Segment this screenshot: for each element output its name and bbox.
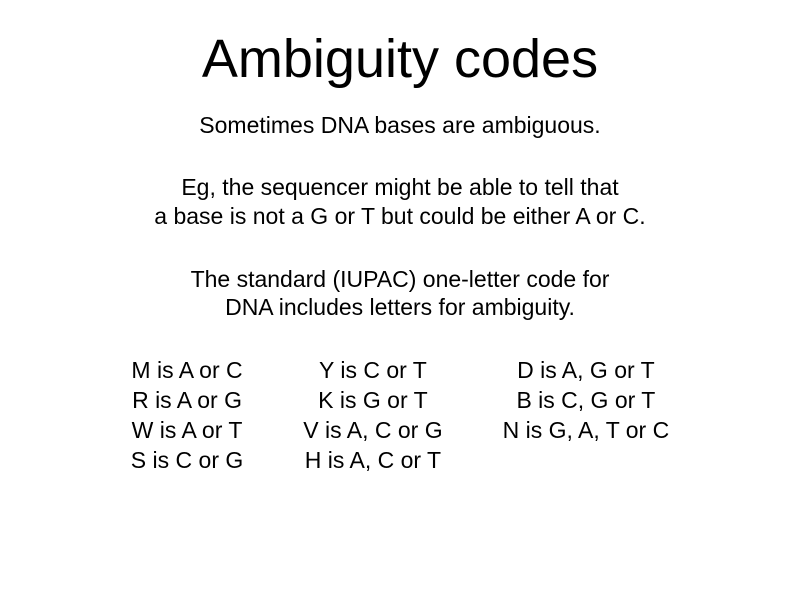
- code-line: H is A, C or T: [305, 446, 441, 476]
- slide-title: Ambiguity codes: [202, 28, 598, 90]
- code-line: N is G, A, T or C: [503, 416, 670, 446]
- code-line: M is A or C: [131, 356, 242, 386]
- code-line: W is A or T: [132, 416, 243, 446]
- code-line: D is A, G or T: [517, 356, 655, 386]
- code-line: K is G or T: [318, 386, 428, 416]
- para1-line1: Eg, the sequencer might be able to tell …: [181, 174, 618, 200]
- subtitle: Sometimes DNA bases are ambiguous.: [199, 112, 600, 139]
- code-line: Y is C or T: [319, 356, 427, 386]
- code-line: S is C or G: [131, 446, 243, 476]
- codes-column-3: D is A, G or T B is C, G or T N is G, A,…: [503, 356, 670, 476]
- code-line: R is A or G: [132, 386, 242, 416]
- paragraph-iupac: The standard (IUPAC) one-letter code for…: [191, 265, 610, 323]
- para1-line2: a base is not a G or T but could be eith…: [154, 203, 645, 229]
- codes-column-1: M is A or C R is A or G W is A or T S is…: [131, 356, 243, 476]
- code-line: B is C, G or T: [516, 386, 655, 416]
- paragraph-example: Eg, the sequencer might be able to tell …: [154, 173, 645, 231]
- para2-line2: DNA includes letters for ambiguity.: [225, 294, 575, 320]
- codes-column-2: Y is C or T K is G or T V is A, C or G H…: [303, 356, 442, 476]
- code-line: V is A, C or G: [303, 416, 442, 446]
- para2-line1: The standard (IUPAC) one-letter code for: [191, 266, 610, 292]
- codes-columns: M is A or C R is A or G W is A or T S is…: [0, 356, 800, 476]
